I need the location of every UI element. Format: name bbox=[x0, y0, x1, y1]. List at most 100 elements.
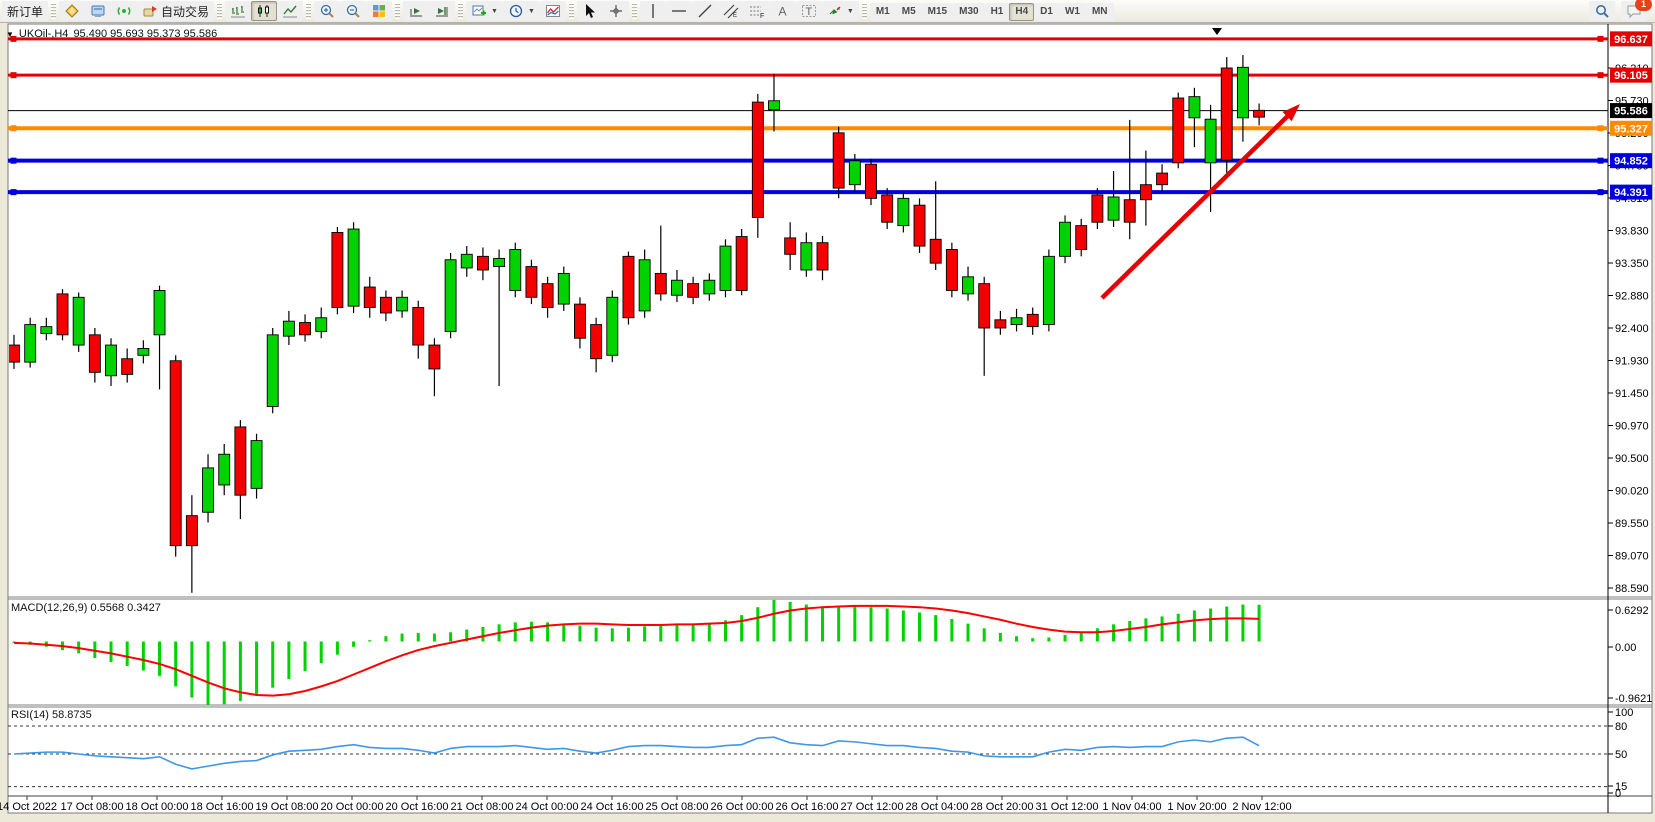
candle-body bbox=[945, 249, 958, 291]
text-label-button[interactable]: T bbox=[795, 1, 822, 21]
candle-body bbox=[1123, 199, 1136, 223]
chart-ohlc-values: 95.490 95.693 95.373 95.586 bbox=[73, 28, 218, 40]
candle-body bbox=[671, 279, 683, 296]
time-axis-label: 25 Oct 08:00 bbox=[646, 801, 709, 813]
timeframe-button-m15[interactable]: M15 bbox=[921, 3, 954, 21]
search-icon bbox=[1596, 5, 1609, 18]
line-handle[interactable] bbox=[10, 35, 17, 42]
vertical-line-button[interactable] bbox=[639, 1, 666, 21]
crosshair-icon bbox=[609, 5, 622, 17]
trendline-button[interactable] bbox=[691, 1, 718, 21]
cursor-button[interactable] bbox=[576, 1, 603, 21]
chart-canvas[interactable]: 96.21095.73095.26094.78094.31093.83093.3… bbox=[0, 23, 1655, 822]
chart-title: UKOil-,H4 bbox=[18, 28, 69, 40]
candle-body bbox=[1026, 313, 1039, 328]
notifications-button[interactable]: 1 bbox=[1621, 0, 1652, 21]
timeframe-button-m1[interactable]: M1 bbox=[869, 3, 896, 21]
indicators-button[interactable] bbox=[539, 1, 566, 21]
line-handle[interactable] bbox=[10, 157, 17, 164]
macd-histogram-bar bbox=[562, 623, 566, 642]
line-handle[interactable] bbox=[10, 125, 17, 132]
line-handle[interactable] bbox=[10, 189, 17, 196]
macd-histogram-bar bbox=[12, 641, 16, 643]
timeframe-button-h4[interactable]: H4 bbox=[1009, 3, 1035, 21]
text-button[interactable]: A bbox=[769, 1, 796, 21]
terminal-button[interactable] bbox=[85, 1, 112, 21]
bar-chart-button[interactable] bbox=[225, 1, 252, 21]
text-icon: A bbox=[778, 5, 786, 19]
auto-trading-label: 自动交易 bbox=[161, 4, 210, 19]
market-watch-button[interactable] bbox=[59, 1, 86, 21]
time-axis-label: 31 Oct 12:00 bbox=[1036, 801, 1099, 813]
line-handle[interactable] bbox=[1597, 189, 1604, 196]
candle-body bbox=[638, 259, 651, 312]
timeframe-button-m30[interactable]: M30 bbox=[953, 3, 985, 21]
periods-button[interactable]: ▼ bbox=[502, 1, 540, 21]
candle-body bbox=[1091, 194, 1104, 223]
new-chart-button[interactable]: ▼ bbox=[466, 1, 503, 21]
timeframe-button-m5[interactable]: M5 bbox=[895, 3, 922, 21]
macd-histogram-bar bbox=[966, 623, 970, 642]
candlestick-chart-button[interactable] bbox=[251, 1, 278, 21]
chart-forward-button[interactable] bbox=[403, 1, 430, 21]
macd-histogram-bar bbox=[1176, 613, 1180, 642]
macd-histogram-bar bbox=[1047, 637, 1051, 642]
timeframe-button-mn[interactable]: MN bbox=[1085, 3, 1114, 21]
channel-button[interactable]: E bbox=[717, 1, 744, 21]
signals-button[interactable] bbox=[111, 1, 138, 21]
macd-axis-tick: 0.6292 bbox=[1615, 605, 1649, 617]
macd-histogram-bar bbox=[723, 620, 727, 642]
candle-body bbox=[509, 249, 522, 291]
macd-histogram-bar bbox=[1241, 604, 1245, 642]
dropdown-caret-icon: ▼ bbox=[491, 7, 498, 15]
tile-windows-button[interactable] bbox=[366, 1, 393, 21]
macd-histogram-bar bbox=[772, 599, 776, 642]
arrows-button[interactable]: ▼ bbox=[821, 1, 859, 21]
rsi-line bbox=[13, 736, 1260, 770]
line-chart-button[interactable] bbox=[277, 1, 304, 21]
macd-histogram-bar bbox=[319, 641, 323, 664]
time-axis-label: 1 Nov 04:00 bbox=[1102, 801, 1161, 813]
timeframe-button-d1[interactable]: D1 bbox=[1034, 3, 1059, 21]
line-handle[interactable] bbox=[10, 72, 17, 79]
chart-dropdown-icon[interactable]: ▼ bbox=[6, 29, 14, 39]
candle-body bbox=[460, 253, 473, 269]
line-handle[interactable] bbox=[1597, 35, 1604, 42]
trend-arrow-object[interactable] bbox=[1100, 104, 1300, 300]
line-handle[interactable] bbox=[1597, 72, 1604, 79]
candle-body bbox=[929, 238, 942, 264]
candle-body bbox=[105, 344, 117, 377]
candle-body bbox=[654, 272, 667, 295]
macd-axis-tick: 0.00 bbox=[1615, 642, 1636, 654]
timeframe-button-w1[interactable]: W1 bbox=[1058, 3, 1086, 21]
chart-end-button[interactable] bbox=[429, 1, 456, 21]
macd-histogram-bar bbox=[610, 628, 614, 642]
crosshair-button[interactable] bbox=[602, 1, 629, 21]
horizontal-line-button[interactable] bbox=[665, 1, 692, 21]
macd-histogram-bar bbox=[190, 641, 194, 698]
down-marker-icon[interactable] bbox=[1212, 28, 1222, 35]
price-flag-label: 95.327 bbox=[1614, 123, 1648, 135]
search-button[interactable] bbox=[1589, 1, 1615, 21]
toolbar-grip bbox=[568, 3, 574, 19]
zoom-in-button[interactable] bbox=[314, 1, 341, 21]
fibonacci-button[interactable]: F bbox=[743, 1, 770, 21]
candle-body bbox=[9, 344, 20, 363]
dropdown-caret-icon: ▼ bbox=[846, 7, 854, 15]
time-axis-label: 14 Oct 2022 bbox=[0, 801, 57, 813]
candle-body bbox=[994, 319, 1007, 329]
timeframe-button-h1[interactable]: H1 bbox=[984, 3, 1010, 21]
candle-body bbox=[234, 426, 247, 496]
line-handle[interactable] bbox=[1597, 157, 1604, 164]
notification-badge: 1 bbox=[1635, 0, 1652, 11]
toolbar-grip bbox=[217, 3, 223, 19]
zoom-out-button[interactable] bbox=[340, 1, 367, 21]
new-order-button[interactable]: 新订单 bbox=[2, 1, 49, 21]
macd-histogram-bar bbox=[465, 629, 469, 642]
macd-histogram-bar bbox=[1079, 631, 1083, 642]
auto-trading-button[interactable]: 自动交易 bbox=[137, 1, 215, 21]
macd-histogram-bar bbox=[481, 626, 485, 642]
price-axis-tick: 90.020 bbox=[1615, 486, 1649, 498]
line-handle[interactable] bbox=[1597, 125, 1604, 132]
macd-histogram-bar bbox=[675, 623, 679, 642]
